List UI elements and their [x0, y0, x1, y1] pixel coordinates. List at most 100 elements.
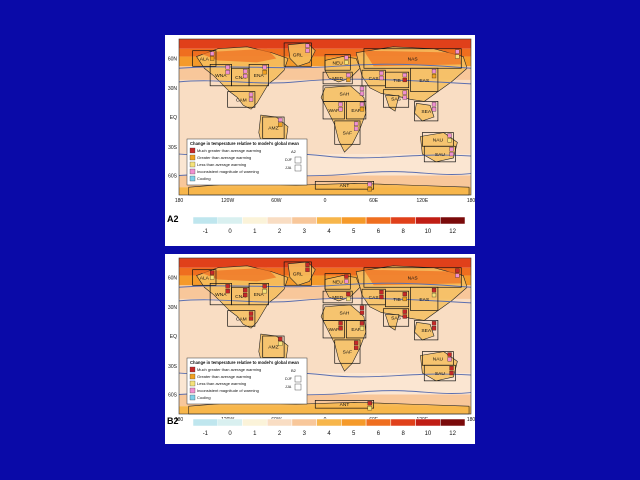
colorbar-segment — [316, 216, 342, 225]
region-indicator-jja — [359, 107, 365, 112]
region-box-sau — [423, 145, 456, 163]
region-indicator-jja — [305, 48, 310, 53]
hot-region — [198, 267, 277, 282]
colorbar-label: 8 — [402, 431, 406, 437]
region-indicator-jja — [431, 107, 437, 112]
colorbar-label: -1 — [203, 431, 209, 437]
legend-swatch — [189, 366, 196, 373]
colorbar-label: 10 — [425, 229, 432, 235]
legend-swatch — [189, 154, 196, 161]
region-box-ala — [192, 50, 217, 67]
region-label-saf: SAF — [343, 131, 352, 137]
region-indicator-djf — [447, 352, 452, 357]
region-label-grl: GRL — [293, 272, 303, 278]
scenario-label: A2 — [167, 214, 179, 224]
colorbar-segment — [316, 418, 342, 427]
temperature-band — [179, 48, 471, 57]
region-indicator-jja — [225, 70, 230, 75]
legend-swatch — [189, 394, 196, 401]
hot-region — [363, 269, 462, 286]
region-indicator-jja — [379, 294, 384, 300]
colorbar-segment — [291, 418, 317, 427]
colorbar-label: 5 — [352, 431, 356, 437]
legend-title: Change in temperature relative to model'… — [190, 360, 299, 365]
region-box-amz — [262, 116, 285, 139]
region-indicator-jja — [359, 310, 365, 315]
region-indicator-jja — [431, 326, 437, 331]
colorbar-label: 6 — [377, 431, 381, 437]
region-indicator-djf — [431, 102, 437, 107]
region-box-grl — [283, 42, 312, 67]
colorbar-label: 0 — [228, 229, 232, 235]
latitude-label: 30S — [168, 145, 178, 151]
region-label-nau: NAU — [433, 356, 444, 362]
region-label-ena: ENA — [254, 73, 265, 79]
region-indicator-djf — [359, 86, 365, 91]
region-label-sah: SAH — [339, 311, 349, 317]
region-indicator-djf — [278, 336, 283, 342]
region-box-amz — [262, 335, 285, 358]
latitude-label: EQ — [170, 115, 177, 121]
region-box-sea — [414, 101, 439, 122]
region-indicator-djf — [354, 121, 359, 126]
region-indicator-djf — [402, 309, 407, 314]
colorbar-segment — [192, 216, 218, 225]
legend-key-box — [294, 156, 302, 164]
legend-swatch — [189, 168, 196, 175]
legend-key-row: DJF — [285, 158, 293, 162]
region-label-ena: ENA — [254, 292, 265, 298]
map-figure-a2: NAS CAS EAS SAS SEA TIB SAH WAF EAF SAF AMZ CAM WNA C… — [167, 38, 475, 235]
region-box-sas — [383, 308, 410, 327]
region-indicator-jja — [431, 73, 437, 79]
region-indicator-djf — [344, 274, 349, 279]
region-indicator-djf — [278, 117, 283, 123]
latitude-label: 30N — [168, 86, 178, 92]
legend-key-row: JJA — [285, 385, 292, 389]
colorbar-segment — [217, 216, 243, 225]
region-indicator-djf — [243, 288, 248, 293]
colorbar-label: 6 — [377, 229, 381, 235]
region-label-cam: CAM — [236, 316, 247, 322]
colorbar-segment — [390, 418, 416, 427]
region-indicator-djf — [447, 133, 452, 138]
legend-title: Change in temperature relative to model'… — [190, 141, 299, 146]
region-indicator-djf — [262, 65, 267, 70]
region-box-waf — [322, 101, 345, 120]
region-indicator-djf — [431, 288, 437, 293]
region-indicator-djf — [455, 49, 460, 54]
scenario-label: B2 — [167, 416, 179, 426]
longitude-label: 120E — [416, 198, 428, 204]
legend-item-label: Much greater than average warming — [197, 367, 261, 372]
colorbar-label: 4 — [327, 431, 331, 437]
region-label-sau: SAU — [435, 152, 445, 158]
region-indicator-jja — [367, 406, 372, 411]
region-label-cna: CNA — [235, 294, 246, 300]
colorbar-segment — [192, 418, 218, 427]
colorbar-segment — [415, 216, 441, 225]
region-box-sas — [383, 89, 410, 108]
longitude-label: 60E — [369, 198, 379, 204]
region-box-ena — [248, 64, 269, 87]
colorbar-label: 8 — [402, 229, 406, 235]
region-indicator-jja — [402, 314, 407, 319]
region-box-eaf — [346, 320, 367, 339]
colorbar-segment — [440, 418, 466, 427]
region-box-eas — [410, 286, 439, 311]
region-label-amz: AMZ — [268, 345, 278, 351]
legend-swatch — [189, 175, 196, 182]
region-indicator-jja — [449, 370, 454, 376]
region-box-ala — [192, 269, 217, 286]
region-box-med — [322, 71, 353, 85]
region-box-med — [322, 290, 353, 304]
region-label-eas: EAS — [419, 78, 429, 84]
legend-swatch — [189, 387, 196, 394]
legend-item-label: Greater than average warming — [197, 374, 251, 379]
legend-box — [186, 138, 308, 186]
region-label-nas: NAS — [408, 275, 419, 281]
region-label-tib: TIB — [393, 297, 401, 303]
hot-region — [363, 50, 462, 67]
region-indicator-jja — [346, 296, 351, 302]
region-box-neu — [324, 273, 351, 290]
region-label-nas: NAS — [408, 56, 419, 62]
region-indicator-jja — [354, 345, 359, 350]
